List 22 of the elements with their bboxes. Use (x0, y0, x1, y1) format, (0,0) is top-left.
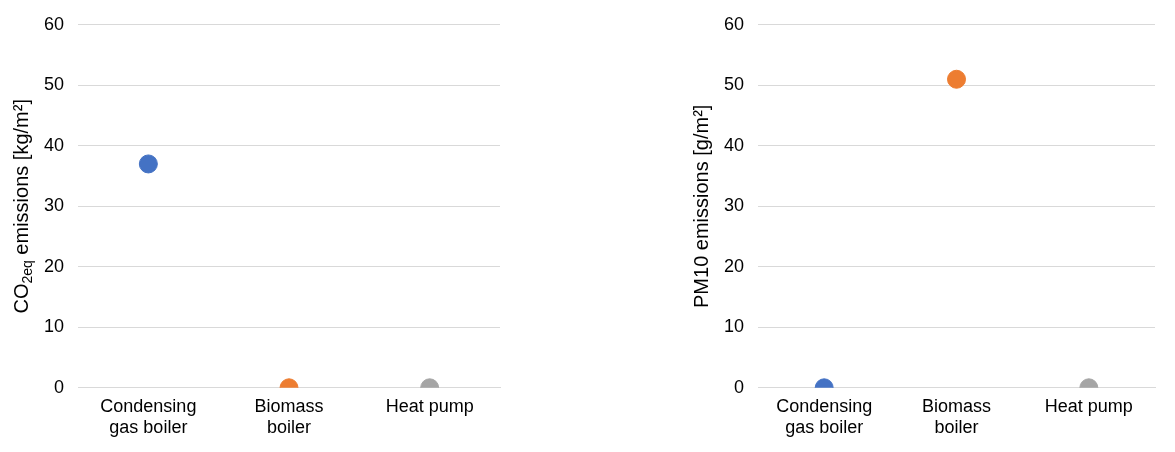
y-tick-label: 40 (723, 134, 745, 155)
x-tick-label: Biomass boiler (922, 395, 992, 438)
y-tick-label: 10 (723, 316, 745, 337)
x-tick-label: Condensing gas boiler (100, 395, 197, 438)
y-tick-label: 20 (723, 255, 745, 276)
x-tick-label: Heat pump (1044, 395, 1133, 416)
y-axis-title: CO2eq emissions [kg/m²] (9, 99, 35, 314)
x-tick-label: Biomass boiler (254, 395, 324, 438)
y-tick-label: 20 (43, 255, 65, 276)
y-tick-label: 10 (43, 316, 65, 337)
y-tick-label: 50 (723, 74, 745, 95)
y-tick-label: 30 (723, 195, 745, 216)
x-tick-label: Condensing gas boiler (776, 395, 873, 438)
x-tick-label: Heat pump (385, 395, 474, 416)
y-tick-label: 40 (43, 134, 65, 155)
y-tick-label: 0 (734, 376, 745, 397)
y-tick-label: 50 (43, 74, 65, 95)
y-tick-label: 0 (54, 376, 65, 397)
y-tick-label: 60 (43, 13, 65, 34)
y-tick-label: 30 (43, 195, 65, 216)
y-tick-label: 60 (723, 13, 745, 34)
y-axis-title: PM10 emissions [g/m²] (689, 104, 712, 308)
